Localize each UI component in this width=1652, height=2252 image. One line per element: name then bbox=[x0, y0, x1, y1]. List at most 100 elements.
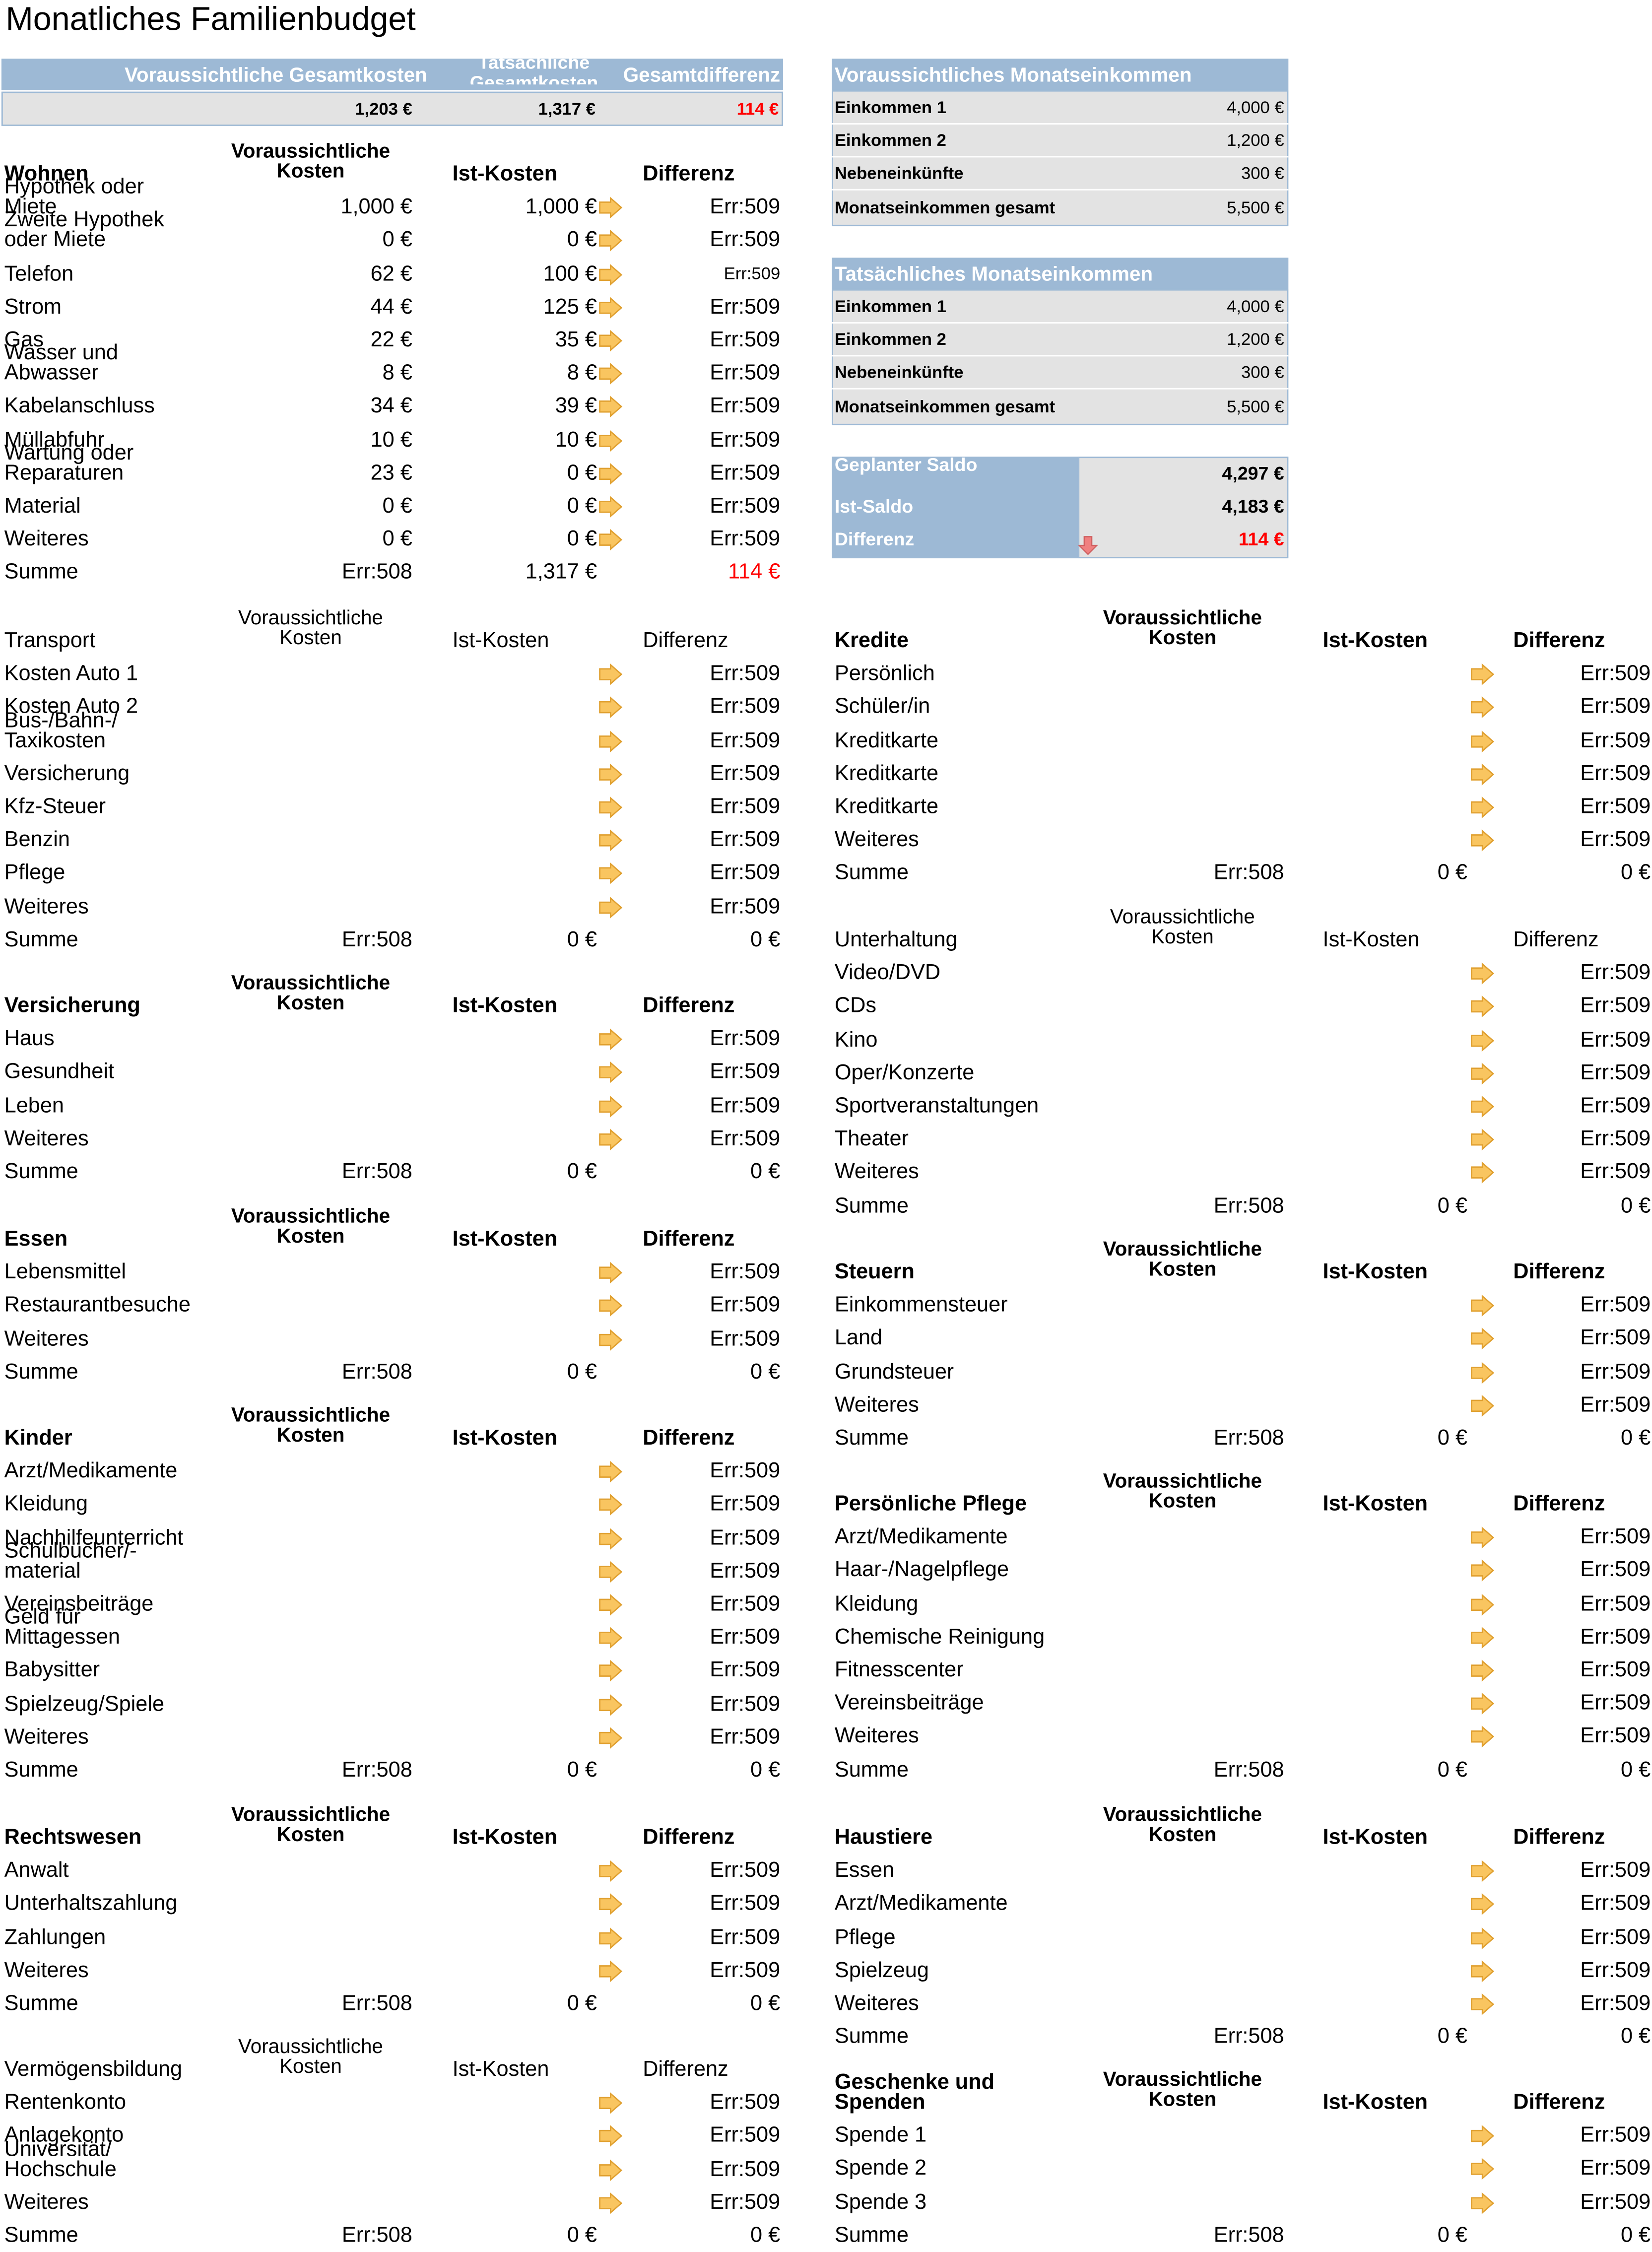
projected-cost[interactable]: 44 € bbox=[370, 294, 412, 319]
projected-cost[interactable]: 10 € bbox=[370, 427, 412, 452]
difference: Err:509 bbox=[710, 1093, 781, 1118]
section-header: Kredite Voraussichtliche Kosten Ist-Kosten… bbox=[0, 607, 1652, 657]
balance-value[interactable]: 114 € bbox=[1238, 528, 1284, 550]
actual-cost[interactable]: 0 € bbox=[567, 228, 597, 253]
income-label: Nebeneinkünfte bbox=[834, 163, 964, 184]
income-value[interactable]: 300 € bbox=[1241, 362, 1284, 383]
income-value[interactable]: 300 € bbox=[1241, 163, 1284, 184]
actual-cost[interactable]: 1,000 € bbox=[525, 195, 597, 219]
sum-label: Summe bbox=[4, 1758, 78, 1783]
balance-value[interactable]: 4,297 € bbox=[1222, 462, 1284, 484]
projected-cost[interactable]: 0 € bbox=[382, 494, 412, 519]
projected-cost[interactable]: 8 € bbox=[382, 361, 412, 386]
table-row: Gesundheit Err:509 bbox=[0, 1056, 1652, 1088]
table-row: Weiteres Err:509 bbox=[0, 1122, 1652, 1155]
arrow-right-icon bbox=[598, 1328, 623, 1351]
balance-row: Geplanter Saldo 4,297 € bbox=[832, 454, 1288, 489]
projected-cost[interactable]: 0 € bbox=[382, 527, 412, 552]
arrow-right-icon bbox=[598, 2158, 623, 2181]
row-label: Spielzeug/Spiele bbox=[4, 1691, 165, 1716]
sum-row: Summe Err:508 0 € 0 € bbox=[0, 923, 1652, 956]
section-header: Essen Voraussichtliche Kosten Ist-Kosten Di… bbox=[0, 1205, 1652, 1256]
income-actual-header: Tatsächliches Monatseinkommen bbox=[832, 258, 1289, 289]
difference: Err:509 bbox=[710, 2190, 781, 2215]
difference: Err:509 bbox=[1580, 1858, 1651, 1883]
arrow-right-icon bbox=[1470, 1526, 1495, 1549]
arrow-right-icon bbox=[598, 230, 623, 253]
col-header-actual: Ist-Kosten bbox=[1322, 628, 1428, 653]
sum-projected: Err:508 bbox=[341, 1991, 412, 2016]
col-header-projected: Voraussichtliche Kosten bbox=[238, 2034, 383, 2077]
arrow-right-icon bbox=[598, 896, 623, 919]
table-row: CDs Err:509 bbox=[0, 990, 1652, 1023]
income-value[interactable]: 5,500 € bbox=[1227, 198, 1284, 218]
row-label: Weiteres bbox=[4, 1326, 89, 1351]
projected-cost[interactable]: 22 € bbox=[370, 328, 412, 352]
table-row: Telefon 62 € 100 € Err:509 bbox=[0, 257, 1652, 290]
col-header-diff: Differenz bbox=[643, 994, 735, 1018]
difference: Err:509 bbox=[710, 1293, 781, 1318]
actual-cost[interactable]: 0 € bbox=[567, 527, 597, 552]
table-row: Kosten Auto 1 Err:509 bbox=[0, 658, 1652, 690]
row-label: Sportveranstaltungen bbox=[834, 1093, 1039, 1119]
arrow-right-icon bbox=[1470, 663, 1495, 686]
income-value[interactable]: 1,200 € bbox=[1227, 130, 1284, 150]
col-header-projected: Voraussichtliche Kosten bbox=[231, 1403, 391, 1446]
table-row: Kreditkarte Err:509 bbox=[0, 757, 1652, 790]
col-header-projected: Voraussichtliche Kosten bbox=[1103, 1802, 1262, 1846]
projected-cost[interactable]: 0 € bbox=[382, 228, 412, 253]
arrow-right-icon bbox=[1470, 1327, 1495, 1350]
arrow-right-icon bbox=[598, 663, 623, 686]
projected-cost[interactable]: 34 € bbox=[370, 394, 412, 419]
arrow-right-icon bbox=[1470, 1692, 1495, 1715]
row-label: Land bbox=[834, 1326, 883, 1351]
section-header: Kinder Voraussichtliche Kosten Ist-Kosten D… bbox=[0, 1404, 1652, 1455]
arrow-right-icon bbox=[598, 330, 623, 352]
table-row: Persönlich Err:509 bbox=[0, 658, 1652, 690]
arrow-right-icon bbox=[598, 696, 623, 719]
arrow-right-icon bbox=[598, 263, 623, 286]
table-row: Weiteres Err:509 bbox=[0, 1720, 1652, 1753]
section-header: Steuern Voraussichtliche Kosten Ist-Kosten… bbox=[0, 1238, 1652, 1288]
table-row: Kleidung Err:509 bbox=[0, 1488, 1652, 1521]
arrow-right-icon bbox=[1470, 962, 1495, 985]
actual-cost[interactable]: 35 € bbox=[555, 328, 597, 352]
table-row: Grundsteuer Err:509 bbox=[0, 1355, 1652, 1388]
actual-cost[interactable]: 0 € bbox=[567, 494, 597, 519]
difference: Err:509 bbox=[710, 361, 781, 386]
table-row: Rentenkonto Err:509 bbox=[0, 2086, 1652, 2119]
arrow-right-icon bbox=[598, 1261, 623, 1284]
actual-cost[interactable]: 125 € bbox=[543, 294, 597, 319]
balance-table bbox=[832, 457, 1289, 559]
col-header-projected: Voraussichtliche Kosten bbox=[231, 1204, 391, 1247]
projected-cost[interactable]: 23 € bbox=[370, 461, 412, 485]
sum-difference: 0 € bbox=[750, 1991, 781, 2016]
difference: Err:509 bbox=[1580, 761, 1651, 786]
actual-cost[interactable]: 8 € bbox=[567, 361, 597, 386]
actual-cost[interactable]: 100 € bbox=[543, 261, 597, 286]
section-title: Persönliche Pflege bbox=[834, 1491, 1027, 1517]
actual-cost[interactable]: 39 € bbox=[555, 394, 597, 419]
projected-cost[interactable]: 62 € bbox=[370, 261, 412, 286]
row-label: Leben bbox=[4, 1093, 65, 1118]
projected-cost[interactable]: 1,000 € bbox=[340, 195, 412, 219]
row-label: Einkommensteuer bbox=[834, 1293, 1008, 1318]
table-row: Weiteres 0 € 0 € Err:509 bbox=[0, 523, 1652, 555]
sum-row: Summe Err:508 0 € 0 € bbox=[0, 1422, 1652, 1455]
actual-cost[interactable]: 0 € bbox=[567, 461, 597, 485]
income-value[interactable]: 1,200 € bbox=[1227, 329, 1284, 349]
difference: Err:509 bbox=[710, 761, 781, 786]
sum-difference: 0 € bbox=[1620, 2024, 1651, 2049]
income-value[interactable]: 4,000 € bbox=[1227, 97, 1284, 118]
actual-cost[interactable]: 10 € bbox=[555, 427, 597, 452]
arrow-down-icon bbox=[1077, 532, 1099, 565]
arrow-right-icon bbox=[598, 2092, 623, 2115]
sum-difference: 0 € bbox=[1620, 1193, 1651, 1218]
balance-value[interactable]: 4,183 € bbox=[1222, 495, 1284, 517]
sum-row: Summe Err:508 0 € 0 € bbox=[0, 1189, 1652, 1222]
income-value[interactable]: 5,500 € bbox=[1227, 397, 1284, 417]
difference: Err:509 bbox=[710, 195, 781, 219]
row-label: Kosten Auto 1 bbox=[4, 662, 138, 686]
income-value[interactable]: 4,000 € bbox=[1227, 296, 1284, 317]
income-label: Nebeneinkünfte bbox=[834, 362, 964, 383]
